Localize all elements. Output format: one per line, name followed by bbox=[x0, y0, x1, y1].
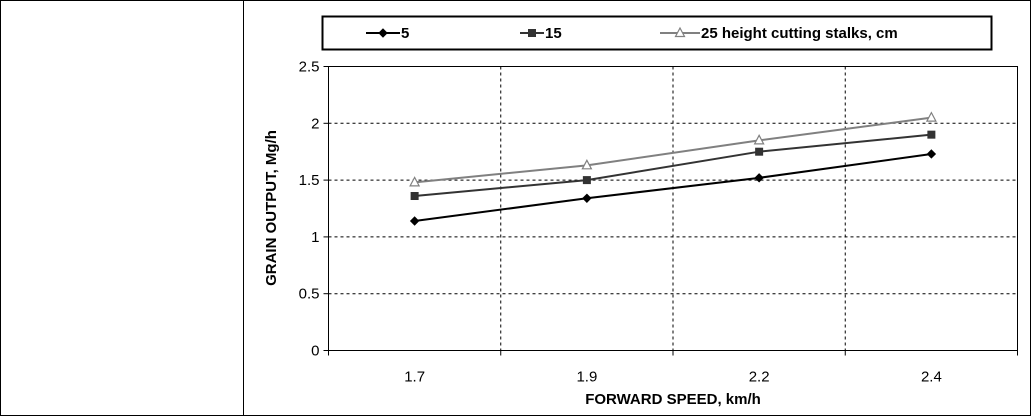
legend-box bbox=[321, 15, 993, 51]
y-axis-ticks: 0 0.5 1 1.5 2 2.5 bbox=[299, 59, 329, 360]
series-line-25 bbox=[414, 116, 932, 184]
legend-label: 5 bbox=[401, 25, 409, 42]
data-point bbox=[581, 159, 593, 170]
data-point bbox=[926, 149, 937, 159]
legend-marker bbox=[674, 26, 686, 38]
x-tick-label: 2.2 bbox=[749, 369, 770, 386]
data-point bbox=[409, 176, 421, 187]
legend-marker bbox=[528, 29, 536, 37]
x-tick-label: 2.4 bbox=[921, 369, 942, 386]
x-tick-label: 1.7 bbox=[404, 369, 425, 386]
x-axis-ticks: 1.7 1.9 2.2 2.4 bbox=[328, 350, 1018, 386]
data-point bbox=[755, 147, 764, 156]
series-line-5 bbox=[414, 152, 932, 222]
data-point bbox=[925, 111, 937, 122]
y-tick-label: 0 bbox=[311, 343, 319, 360]
legend-label: 15 bbox=[545, 25, 562, 42]
data-point bbox=[754, 173, 764, 183]
x-axis-title: FORWARD SPEED, km/h bbox=[585, 391, 761, 408]
y-tick-label: 1 bbox=[311, 229, 319, 246]
data-point bbox=[410, 192, 419, 201]
data-point bbox=[582, 176, 591, 185]
series-markers bbox=[409, 111, 937, 226]
y-axis-title: GRAIN OUTPUT, Mg/h bbox=[263, 130, 280, 286]
y-tick-label: 1.5 bbox=[299, 172, 320, 189]
data-point bbox=[582, 193, 592, 203]
data-point bbox=[409, 216, 420, 226]
legend-marker bbox=[378, 28, 388, 38]
plot-area: 0 0.5 1 1.5 2 2.5 1.7 1.9 2.2 2.4 bbox=[299, 59, 1018, 386]
legend: 5 15 25 height cutting stalks, cm bbox=[321, 15, 993, 51]
series-lines bbox=[414, 116, 932, 222]
legend-label: 25 height cutting stalks, cm bbox=[701, 25, 898, 42]
y-tick-label: 2.5 bbox=[299, 59, 320, 76]
series-line-15 bbox=[414, 133, 932, 197]
data-point bbox=[753, 134, 765, 145]
x-tick-label: 1.9 bbox=[576, 369, 597, 386]
y-tick-label: 2 bbox=[311, 115, 319, 132]
y-tick-label: 0.5 bbox=[299, 286, 320, 303]
data-point bbox=[927, 130, 936, 139]
